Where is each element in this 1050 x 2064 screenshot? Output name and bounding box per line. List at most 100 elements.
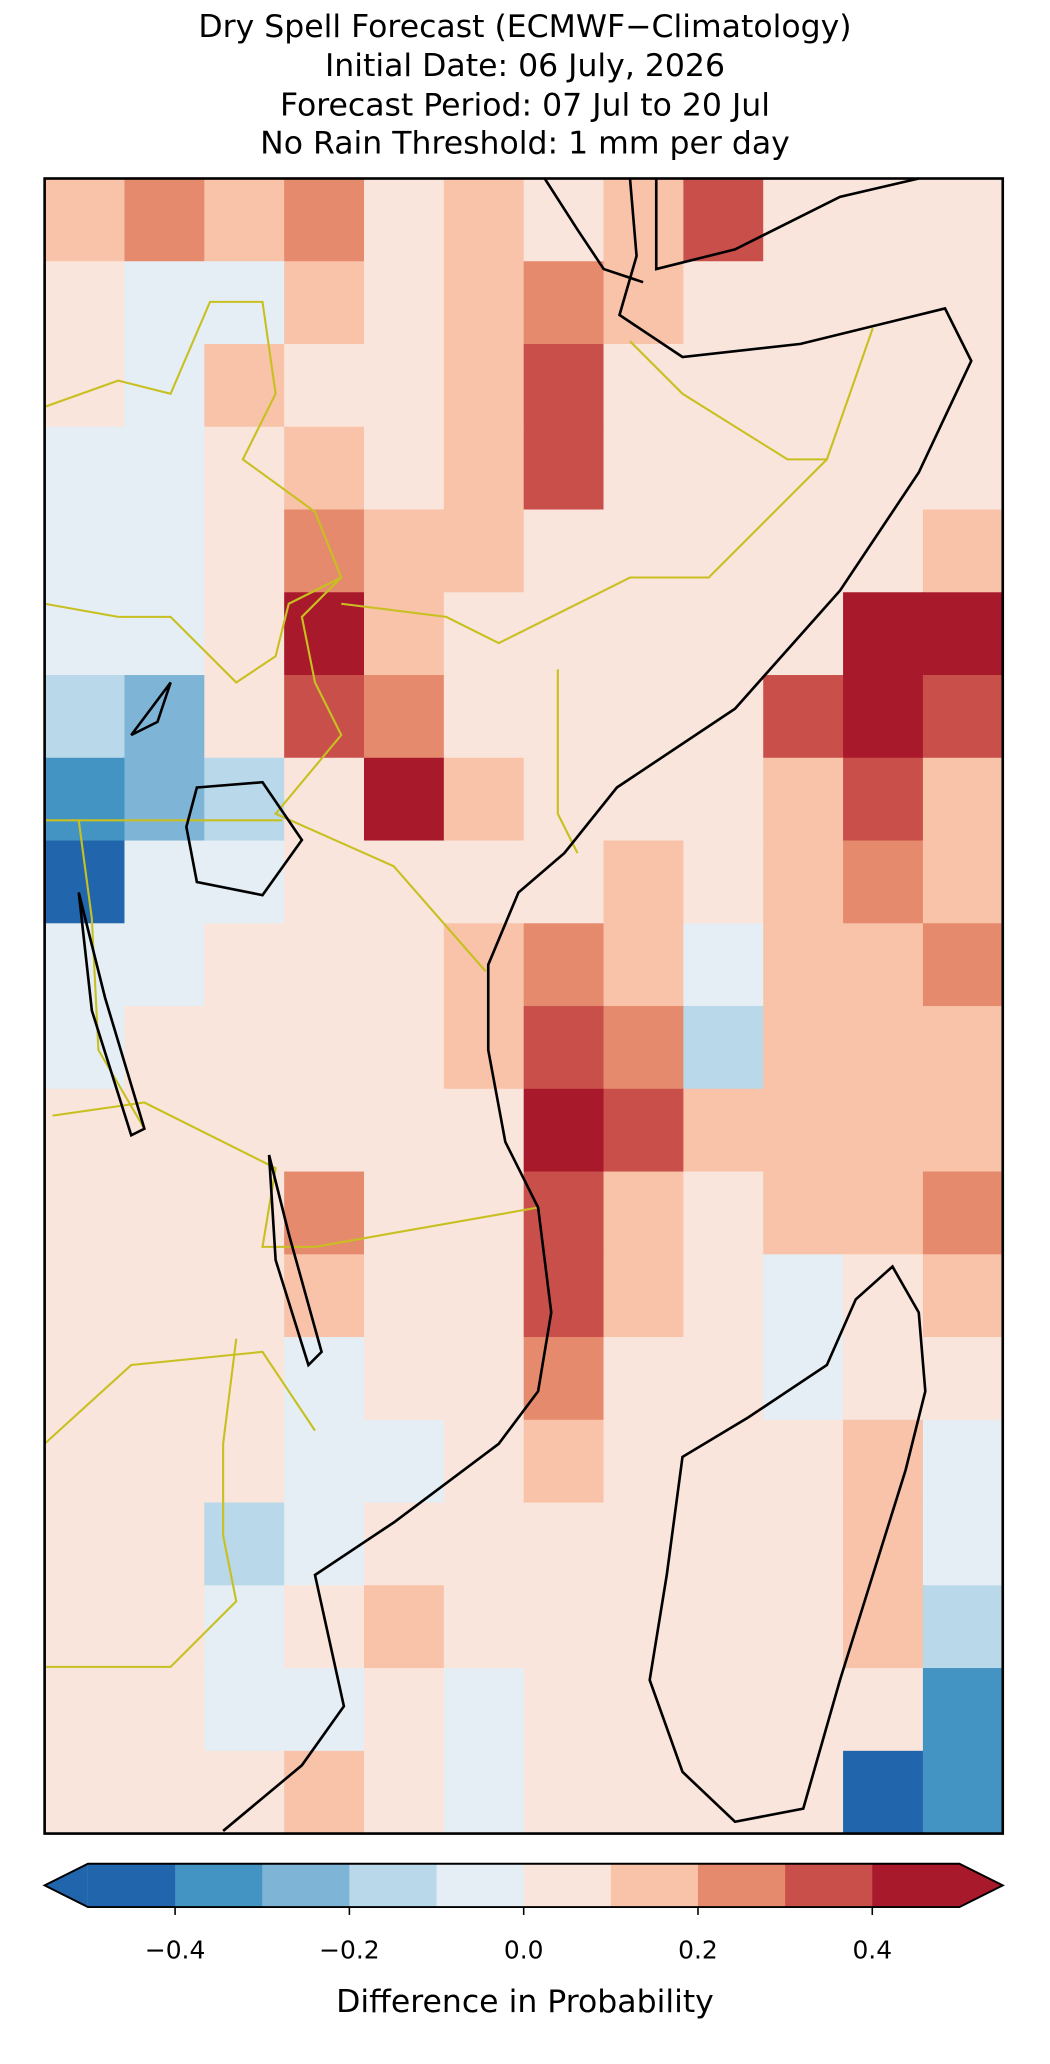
grid-cell — [443, 757, 525, 842]
colorbar-extend-high — [959, 1863, 1003, 1908]
colorbar-segment — [697, 1863, 786, 1908]
grid-cell — [443, 1088, 525, 1173]
raster — [44, 178, 1003, 1834]
grid-cell — [364, 923, 445, 1007]
grid-cell — [204, 261, 285, 345]
colorbar-extend-low — [44, 1863, 88, 1908]
grid-cell — [44, 1254, 126, 1338]
grid-cell — [44, 1750, 126, 1834]
grid-cell — [284, 675, 365, 759]
grid-cell — [284, 1585, 365, 1669]
grid-cell — [523, 509, 605, 593]
grid-cell — [603, 1254, 685, 1338]
grid-cell — [523, 261, 605, 345]
grid-cell — [44, 1419, 126, 1504]
grid-cell — [44, 509, 126, 593]
grid-cell — [683, 1502, 764, 1586]
grid-cell — [603, 675, 685, 759]
title-line: Forecast Period: 07 Jul to 20 Jul — [280, 88, 770, 124]
colorbar-tick-label: −0.2 — [319, 1935, 380, 1964]
grid-cell — [204, 1006, 285, 1090]
grid-cell — [603, 509, 685, 593]
lake-coast — [77, 681, 324, 1368]
grid-cell — [843, 1088, 924, 1173]
grid-cell — [843, 509, 924, 593]
grid-cell — [843, 261, 924, 345]
grid-cell — [204, 1254, 285, 1338]
grid-cell — [364, 1668, 445, 1752]
grid-cell — [443, 1006, 525, 1090]
grid-cell — [523, 1668, 605, 1752]
grid-cell — [922, 840, 1003, 924]
grid-cell — [124, 675, 205, 759]
grid-cell — [763, 1171, 844, 1255]
grid-cell — [44, 840, 126, 924]
grid-cell — [124, 426, 205, 511]
title-line: Initial Date: 06 July, 2026 — [325, 48, 725, 84]
grid-cell — [44, 426, 126, 511]
grid-cell — [683, 757, 764, 842]
grid-cell — [603, 344, 685, 428]
grid-cell — [44, 1585, 126, 1669]
colorbar-segment — [262, 1863, 350, 1908]
grid-cell — [284, 757, 365, 842]
grid-cell — [922, 1502, 1003, 1586]
grid-cell — [364, 1750, 445, 1834]
grid-cell — [124, 1750, 205, 1834]
grid-cell — [44, 1502, 126, 1586]
grid-cell — [523, 426, 605, 511]
grid-cell — [603, 426, 685, 511]
colorbar-segment — [87, 1863, 176, 1908]
grid-cell — [284, 1668, 365, 1752]
grid-cell — [603, 1088, 685, 1173]
grid-cell — [204, 675, 285, 759]
grid-cell — [44, 178, 126, 262]
grid-cell — [364, 426, 445, 511]
grid-cell — [763, 1006, 844, 1090]
colorbar-segment — [785, 1863, 873, 1908]
grid-cell — [843, 344, 924, 428]
grid-cell — [683, 923, 764, 1007]
grid-cell — [124, 1585, 205, 1669]
grid-cell — [284, 1337, 365, 1421]
grid-cell — [44, 344, 126, 428]
grid-cell — [443, 509, 525, 593]
grid-cell — [284, 923, 365, 1007]
grid-cell — [284, 592, 365, 676]
grid-cell — [603, 1337, 685, 1421]
grid-cell — [443, 426, 525, 511]
grid-cell — [443, 178, 525, 262]
grid-cell — [364, 1006, 445, 1090]
grid-cell — [204, 509, 285, 593]
grid-cell — [843, 1585, 924, 1669]
grid-cell — [124, 840, 205, 924]
grid-cell — [284, 426, 365, 511]
grid-cell — [763, 840, 844, 924]
grid-cell — [523, 1088, 605, 1173]
grid-cell — [843, 1337, 924, 1421]
grid-cell — [683, 1750, 764, 1834]
grid-cell — [443, 1171, 525, 1255]
grid-cell — [204, 1502, 285, 1586]
grid-cell — [204, 757, 285, 842]
grid-cell — [763, 178, 844, 262]
grid-cell — [284, 1750, 365, 1834]
grid-cell — [683, 840, 764, 924]
grid-cell — [364, 1254, 445, 1338]
grid-cell — [284, 1171, 365, 1255]
grid-cell — [843, 1668, 924, 1752]
grid-cell — [603, 923, 685, 1007]
grid-cell — [204, 592, 285, 676]
grid-cell — [523, 1750, 605, 1834]
country-border — [44, 300, 874, 1668]
grid-cell — [603, 840, 685, 924]
grid-cell — [204, 1668, 285, 1752]
grid-cell — [843, 675, 924, 759]
grid-cell — [364, 592, 445, 676]
grid-cell — [204, 1337, 285, 1421]
grid-cell — [843, 757, 924, 842]
grid-cell — [204, 178, 285, 262]
grid-cell — [124, 1006, 205, 1090]
map-frame — [43, 177, 1005, 1835]
